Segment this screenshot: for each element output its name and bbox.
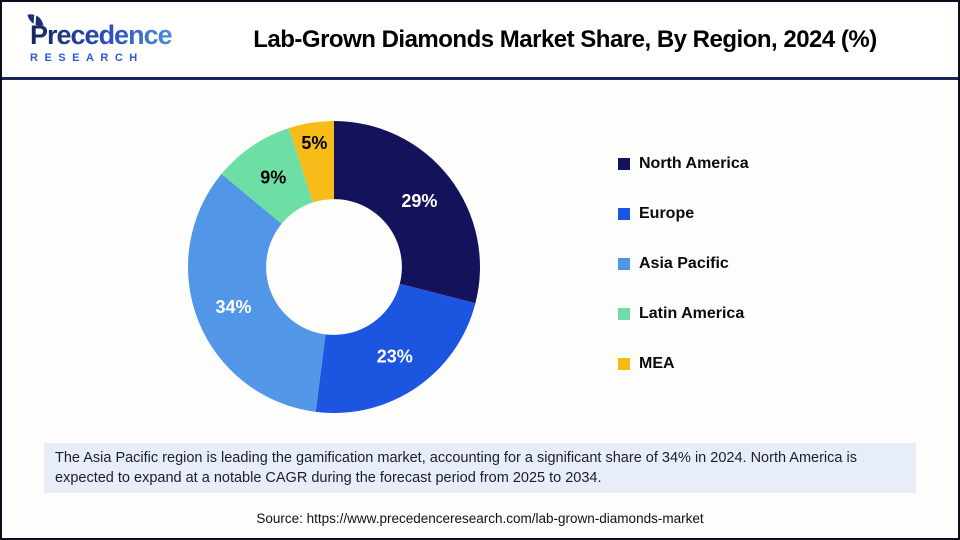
legend-swatch-asia-pacific (618, 258, 630, 270)
source-line: Source: https://www.precedenceresearch.c… (256, 511, 704, 526)
legend-item-mea: MEA (618, 339, 749, 389)
pie-slice-mea (288, 121, 334, 203)
legend-item-asia-pacific: Asia Pacific (618, 239, 749, 289)
legend-label-mea: MEA (639, 355, 675, 372)
page-title: Lab-Grown Diamonds Market Share, By Regi… (253, 25, 877, 53)
legend-swatch-mea (618, 358, 630, 370)
legend-label-asia-pacific: Asia Pacific (639, 255, 729, 272)
slice-label-latin-america: 9% (260, 168, 286, 188)
legend-label-north-america: North America (639, 155, 749, 172)
pie-slice-north-america (334, 121, 480, 304)
chart-legend: North America Europe Asia Pacific Latin Ame… (618, 139, 749, 389)
brand-name: Precedence (30, 19, 173, 50)
slice-label-north-america: 29% (401, 191, 437, 211)
legend-swatch-europe (618, 208, 630, 220)
header: Precedence RESEARCH Lab-Grown Diamonds M… (2, 2, 958, 80)
brand-subtitle: RESEARCH (30, 51, 144, 64)
legend-item-europe: Europe (618, 189, 749, 239)
slice-label-mea: 5% (301, 133, 327, 153)
donut-chart: 29% 23% 34% 9% 5% (188, 121, 480, 414)
summary-note: The Asia Pacific region is leading the g… (44, 443, 916, 493)
legend-item-north-america: North America (618, 139, 749, 189)
legend-swatch-north-america (618, 158, 630, 170)
legend-label-europe: Europe (639, 205, 695, 222)
legend-label-latin-america: Latin America (639, 305, 745, 322)
chart-area: 29% 23% 34% 9% 5% North America Europe Asia Pa… (2, 80, 958, 440)
slice-label-europe: 23% (377, 346, 413, 366)
summary-text: The Asia Pacific region is leading the g… (55, 450, 857, 486)
slice-label-asia-pacific: 34% (216, 297, 252, 317)
brand-logo: Precedence RESEARCH (2, 11, 182, 64)
legend-swatch-latin-america (618, 308, 630, 320)
pie-slice-latin-america (221, 128, 314, 224)
legend-item-latin-america: Latin America (618, 289, 749, 339)
pie-slice-europe (315, 283, 476, 414)
pie-slice-asia-pacific (188, 173, 326, 412)
